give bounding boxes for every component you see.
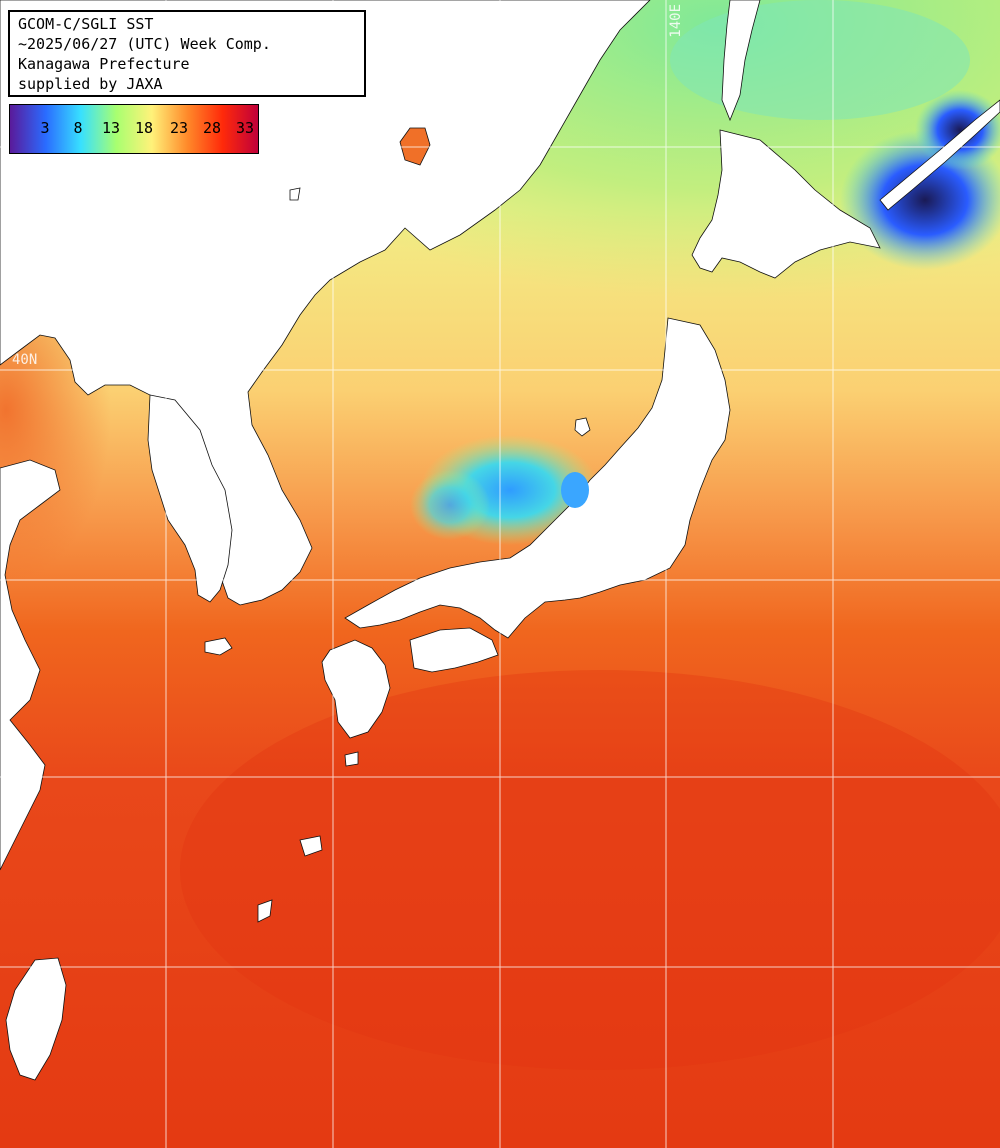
- title-line-date: ~2025/06/27 (UTC) Week Comp.: [18, 35, 271, 53]
- land-china-coast: [0, 459, 61, 871]
- scale-label-28: 28: [202, 119, 222, 137]
- land-sakhalin-south-islet: [289, 187, 301, 201]
- scale-label-13: 13: [101, 119, 121, 137]
- title-box: GCOM-C/SGLI SST ~2025/06/27 (UTC) Week C…: [8, 10, 366, 97]
- inner-bay-cold: [561, 472, 589, 508]
- land-korea: [147, 394, 233, 603]
- kuroshio-warm-water: [180, 670, 1000, 1070]
- land-tsushima: [204, 637, 233, 656]
- land-kyushu: [321, 639, 391, 739]
- scale-label-33: 33: [235, 119, 255, 137]
- land-ryukyu-3: [344, 751, 359, 767]
- title-line-region: Kanagawa Prefecture: [18, 55, 190, 73]
- land-kurils: [879, 99, 1000, 211]
- okhotsk-cold-patch-2: [915, 90, 1000, 170]
- land-ryukyu-2: [257, 899, 273, 923]
- northeast-cool-water: [670, 0, 970, 120]
- longitude-label: 140E: [668, 4, 684, 38]
- title-line-product: GCOM-C/SGLI SST: [18, 15, 154, 33]
- scale-label-8: 8: [73, 119, 83, 137]
- latitude-label: 40N: [12, 352, 38, 368]
- scale-label-18: 18: [134, 119, 154, 137]
- title-line-credit: supplied by JAXA: [18, 75, 163, 93]
- land-taiwan: [5, 957, 67, 1081]
- land-sakhalin: [721, 0, 761, 122]
- land-sado: [574, 417, 591, 437]
- scale-label-3: 3: [40, 119, 50, 137]
- land-shikoku: [409, 627, 499, 673]
- scale-label-23: 23: [169, 119, 189, 137]
- land-ryukyu-1: [299, 835, 323, 857]
- sea-of-japan-cold-patch-2: [410, 470, 490, 540]
- color-scale-bar: 3 8 13 18 23 28 33: [9, 104, 259, 154]
